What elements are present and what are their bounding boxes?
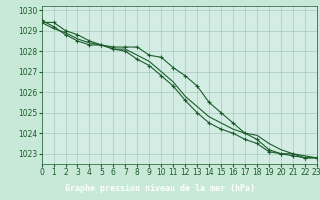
Text: Graphe pression niveau de la mer (hPa): Graphe pression niveau de la mer (hPa) <box>65 184 255 193</box>
